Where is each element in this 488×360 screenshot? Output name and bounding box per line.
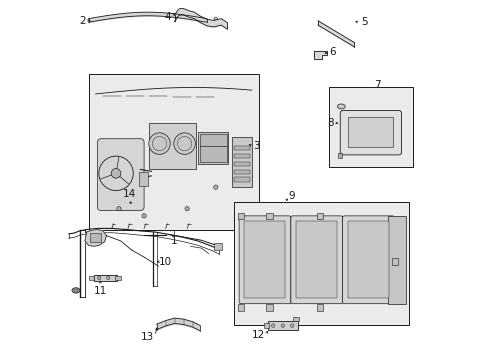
Circle shape [271, 324, 274, 327]
Bar [328, 87, 412, 167]
Bar [244, 221, 285, 298]
Text: 6: 6 [328, 47, 335, 57]
Circle shape [106, 276, 110, 280]
Bar [198, 132, 228, 164]
Bar [338, 153, 341, 158]
Bar [296, 221, 337, 298]
Bar [90, 233, 101, 242]
Text: 8: 8 [326, 118, 333, 128]
Bar [316, 213, 323, 219]
Bar [115, 276, 121, 280]
Bar [139, 172, 147, 186]
Text: 5: 5 [360, 17, 367, 27]
Bar [266, 304, 272, 311]
Bar [266, 213, 272, 219]
Bar [347, 221, 388, 298]
Bar [348, 117, 392, 147]
Bar [316, 304, 323, 311]
Bar [214, 243, 222, 250]
FancyBboxPatch shape [290, 216, 342, 304]
Bar [94, 275, 117, 281]
Bar [88, 74, 258, 230]
Bar [234, 146, 249, 150]
Text: 1: 1 [171, 235, 178, 246]
Bar [267, 321, 298, 330]
Circle shape [281, 324, 284, 327]
Text: 14: 14 [122, 189, 135, 199]
Bar [88, 276, 94, 280]
Bar [234, 162, 249, 166]
Circle shape [111, 168, 121, 178]
Bar [234, 154, 249, 158]
FancyBboxPatch shape [342, 216, 393, 304]
Bar [199, 146, 226, 162]
Text: 2: 2 [79, 16, 85, 26]
Bar [292, 317, 299, 321]
Text: 4: 4 [164, 12, 171, 22]
Text: 9: 9 [287, 191, 294, 201]
Circle shape [290, 324, 293, 327]
Polygon shape [85, 229, 106, 246]
FancyBboxPatch shape [97, 139, 144, 211]
Text: 13: 13 [141, 332, 154, 342]
Text: 3: 3 [253, 141, 260, 151]
Bar [149, 123, 196, 169]
Bar [234, 170, 249, 174]
Bar [233, 202, 408, 325]
Circle shape [97, 276, 101, 280]
Bar [391, 258, 398, 265]
Circle shape [184, 207, 189, 211]
Ellipse shape [337, 104, 345, 109]
Bar [264, 323, 268, 328]
Bar [237, 304, 244, 311]
Text: 7: 7 [373, 80, 380, 90]
Bar [234, 177, 249, 182]
FancyBboxPatch shape [239, 216, 290, 304]
Bar [231, 137, 251, 187]
Polygon shape [314, 51, 326, 59]
Text: 10: 10 [159, 257, 172, 267]
Circle shape [213, 185, 218, 189]
Ellipse shape [72, 288, 80, 293]
Circle shape [117, 207, 121, 211]
Circle shape [174, 133, 195, 154]
Circle shape [148, 133, 170, 154]
Bar [199, 134, 226, 146]
Bar [237, 213, 244, 219]
Circle shape [142, 214, 146, 218]
FancyBboxPatch shape [340, 111, 401, 155]
Text: 12: 12 [251, 330, 265, 340]
Ellipse shape [74, 289, 78, 292]
Bar [387, 216, 405, 304]
Text: 11: 11 [94, 286, 107, 296]
